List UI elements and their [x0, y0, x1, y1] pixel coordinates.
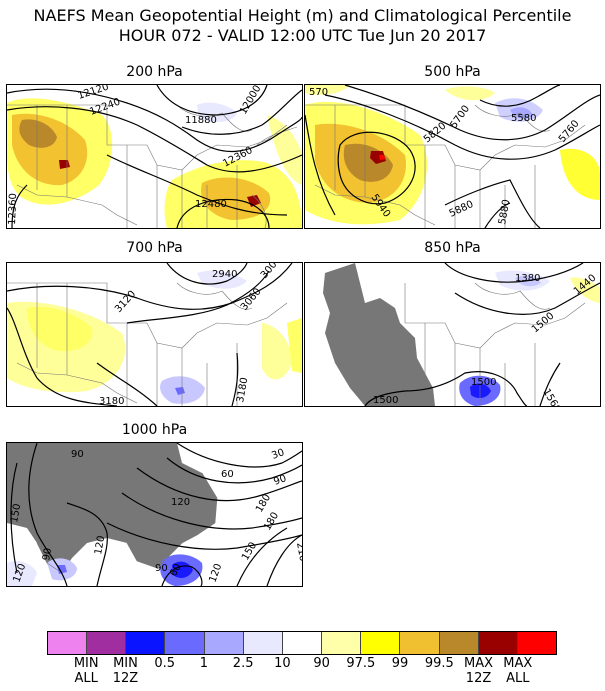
geography-outlines	[404, 282, 586, 406]
colorbar-tick-label: 1	[199, 656, 209, 671]
contour-label: 180	[262, 510, 281, 532]
geography-outlines	[7, 104, 298, 228]
map-700hpa-plot: 2940 3000 3120 3060 3180 3180	[7, 263, 302, 406]
percentile-shading	[7, 98, 302, 228]
colorbar-tick-label: MAX 12Z	[464, 656, 494, 686]
contour-label: 1500	[471, 377, 496, 388]
panel-200-label: 200 hPa	[126, 64, 183, 80]
chart-title-line2: HOUR 072 - VALID 12:00 UTC Tue Jun 20 20…	[118, 26, 487, 45]
colorbar-swatch	[517, 632, 557, 654]
colorbar-swatch	[87, 632, 127, 654]
panel-700-label: 700 hPa	[126, 240, 183, 256]
contour-label: 210	[294, 542, 302, 563]
height-contours	[305, 85, 600, 228]
colorbar-tick-label: MIN ALL	[73, 656, 99, 686]
map-1000hpa-plot: 90 30 60 90 120 150 180 210 120 150 90 6…	[7, 443, 302, 586]
colorbar-swatch	[165, 632, 205, 654]
colorbar-tick-label: 90	[313, 656, 330, 671]
contour-label: 5880	[497, 199, 512, 226]
contour-label: 3060	[239, 286, 264, 313]
colorbar-tick-label: 97.5	[346, 656, 376, 671]
colorbar-tick-label: 2.5	[232, 656, 254, 671]
contour-label: 150	[240, 540, 259, 562]
map-200hpa-plot: 12120 12240 11880 12000 12360 12480 1236…	[7, 85, 302, 228]
contour-label: 12480	[195, 199, 227, 210]
colorbar-swatch	[243, 632, 283, 654]
colorbar	[47, 631, 557, 655]
map-700hpa: 2940 3000 3120 3060 3180 3180	[6, 262, 303, 407]
contour-label: 5820	[422, 121, 449, 146]
height-contours	[7, 85, 302, 228]
panel-1000-label: 1000 hPa	[121, 422, 188, 438]
height-contours	[10, 443, 302, 586]
contour-label: 120	[93, 535, 107, 556]
contour-label: 12120	[77, 85, 111, 102]
colorbar-tick-label: MIN 12Z	[112, 656, 139, 686]
contour-label: 3180	[99, 396, 124, 406]
map-850hpa: 1380 1440 1500 1500 1500 1560	[304, 262, 601, 407]
height-contours	[364, 263, 600, 406]
colorbar-swatch	[204, 632, 244, 654]
contour-label: 90	[155, 563, 168, 574]
contour-label: 3000	[259, 263, 284, 281]
contour-label: 5580	[511, 113, 536, 124]
colorbar-swatch	[126, 632, 166, 654]
colorbar-tick-label: 0.5	[154, 656, 176, 671]
map-500hpa-plot: 5700 5580 5820 5760 5940 5880 5880 570	[305, 85, 600, 228]
chart-title-line1: NAEFS Mean Geopotential Height (m) and C…	[33, 6, 572, 25]
colorbar-tick-label: 99.5	[424, 656, 454, 671]
map-500hpa: 5700 5580 5820 5760 5940 5880 5880 570	[304, 84, 601, 229]
percentile-shading	[7, 270, 302, 404]
contour-label: 150	[9, 503, 23, 524]
percentile-shading	[323, 263, 600, 406]
contour-label: 5700	[448, 104, 472, 131]
percentile-shading	[7, 443, 217, 586]
colorbar-swatch	[322, 632, 362, 654]
contour-label: 2940	[212, 269, 237, 280]
contour-label: 12240	[88, 97, 122, 118]
colorbar-swatch	[361, 632, 401, 654]
colorbar-tick-label: 99	[391, 656, 409, 671]
colorbar-swatch	[48, 632, 88, 654]
contour-label: 1560	[540, 387, 562, 406]
colorbar-swatch	[282, 632, 323, 654]
contour-label: 5760	[557, 118, 582, 145]
contour-label: 90	[272, 473, 288, 488]
contour-label: 1500	[373, 395, 398, 406]
contour-label: 60	[221, 469, 234, 480]
contour-label: 90	[41, 547, 54, 561]
colorbar-tick-label: 10	[274, 656, 291, 671]
contour-label: 12000	[238, 85, 263, 117]
map-1000hpa: 90 30 60 90 120 150 180 210 120 150 90 6…	[6, 442, 303, 587]
contour-label: 570	[309, 87, 328, 98]
percentile-shading	[305, 85, 600, 225]
height-contours	[7, 263, 293, 406]
geography-outlines	[305, 104, 586, 228]
contour-label: 90	[71, 449, 84, 460]
panel-500-label: 500 hPa	[424, 64, 481, 80]
contour-label: 30	[270, 447, 286, 462]
colorbar-swatch	[439, 632, 479, 654]
contour-label: 1380	[515, 273, 540, 284]
map-200hpa: 12120 12240 11880 12000 12360 12480 1236…	[6, 84, 303, 229]
contour-label: 120	[171, 497, 190, 508]
colorbar-tick-label: MAX ALL	[503, 656, 533, 686]
geography-outlines	[36, 472, 218, 574]
contour-label: 120	[207, 562, 224, 584]
panel-850-label: 850 hPa	[424, 240, 481, 256]
contour-label: 11880	[185, 115, 217, 126]
contour-label: 3180	[235, 377, 250, 404]
colorbar-swatch	[478, 632, 518, 654]
contour-label: 12360	[7, 193, 19, 225]
colorbar-swatch	[400, 632, 440, 654]
map-850hpa-plot: 1380 1440 1500 1500 1500 1560	[323, 263, 600, 406]
